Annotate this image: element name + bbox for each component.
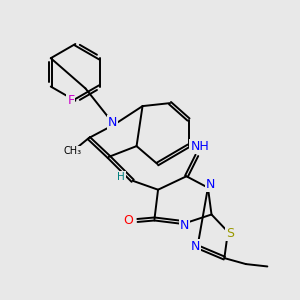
Text: CH₃: CH₃ xyxy=(63,146,82,157)
Text: N: N xyxy=(190,240,200,253)
Text: F: F xyxy=(67,94,74,107)
Text: N: N xyxy=(180,219,189,232)
Text: N: N xyxy=(206,178,215,191)
Text: NH: NH xyxy=(190,140,209,153)
Text: O: O xyxy=(124,214,134,227)
Text: N: N xyxy=(108,116,117,129)
Text: S: S xyxy=(226,227,234,240)
Text: H: H xyxy=(118,172,125,182)
